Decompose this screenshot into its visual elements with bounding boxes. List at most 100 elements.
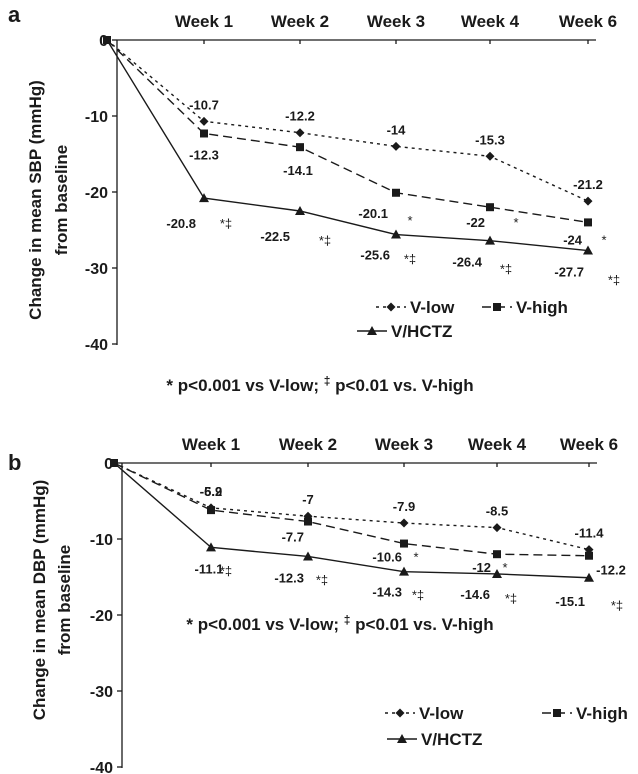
y-axis-label-line2: from baseline <box>55 545 74 656</box>
significance-mark: *‡ <box>611 598 623 613</box>
data-point <box>485 151 495 161</box>
footnote-dagger: ‡ <box>344 613 351 627</box>
series-V-high: -6.2 -7.7 -10.6 * -12 * -12.2 <box>113 462 626 578</box>
data-label: -24 <box>563 232 583 247</box>
significance-mark: *‡ <box>500 262 512 277</box>
legend-label: V/HCTZ <box>421 730 482 749</box>
data-label: -6.2 <box>200 484 222 499</box>
data-point <box>583 245 593 255</box>
y-tick-label: -10 <box>90 532 113 549</box>
series-line <box>106 39 589 224</box>
data-label: -7.7 <box>282 530 304 545</box>
x-tick-label: Week 3 <box>367 12 425 31</box>
x-tick-label: Week 4 <box>468 435 527 454</box>
legend-label: V-high <box>576 704 628 723</box>
legend-item: V-low <box>376 298 455 317</box>
footnote: * p<0.001 vs V-low; ‡ p<0.01 vs. V-high <box>166 374 473 395</box>
series-V-low: -5.9 -7 -7.9 -8.5 -11.4 <box>110 459 605 555</box>
data-label: -8.5 <box>486 504 508 519</box>
x-tick-label: Week 2 <box>271 12 329 31</box>
y-tick-label: -20 <box>85 185 108 202</box>
y-tick-label: -40 <box>90 760 113 774</box>
legend-item: V-low <box>385 704 464 723</box>
legend-item: V/HCTZ <box>357 322 452 341</box>
significance-mark: *‡ <box>220 563 232 578</box>
legend: V-low V-high V/HCTZ <box>385 704 628 749</box>
series-line <box>106 39 589 252</box>
data-point <box>303 551 313 561</box>
data-label: -10.6 <box>372 550 402 565</box>
data-label: -12.3 <box>189 147 219 162</box>
series-V-low: -10.7 -12.2 -14 -15.3 -21.2 <box>103 36 603 206</box>
data-point <box>391 141 401 151</box>
significance-mark: * <box>413 550 418 565</box>
data-point <box>585 551 593 560</box>
x-tick-label: Week 6 <box>559 12 617 31</box>
y-tick-label: -30 <box>85 261 108 278</box>
data-point <box>485 235 495 245</box>
series-line <box>113 462 590 557</box>
series-line <box>106 39 589 202</box>
legend-label: V-low <box>410 298 455 317</box>
footnote-part: * p<0.001 vs V-low; <box>186 615 343 634</box>
significance-mark: *‡ <box>220 216 232 231</box>
data-point <box>486 203 494 212</box>
data-label: -12.2 <box>596 563 626 578</box>
data-label: -7.9 <box>393 499 415 514</box>
data-point <box>492 568 502 578</box>
data-label: -5.9 <box>200 484 222 499</box>
data-point <box>200 129 208 138</box>
legend: V-low V-high V/HCTZ <box>357 298 568 341</box>
footnote-dagger: ‡ <box>324 374 331 388</box>
data-label: -27.7 <box>554 265 584 280</box>
data-point <box>400 539 408 548</box>
footnote-part: p<0.01 vs. V-high <box>350 615 493 634</box>
significance-mark: *‡ <box>608 273 620 288</box>
significance-mark: * <box>601 232 606 247</box>
legend-marker <box>395 708 405 718</box>
series-V/HCTZ: -11.1*‡ -12.3 *‡-14.3 *‡ -14.6 *‡ -15.1 *‡ <box>113 462 623 613</box>
data-point <box>492 523 502 533</box>
data-label: -7 <box>302 492 314 507</box>
series-line <box>113 462 590 579</box>
significance-mark: *‡ <box>412 588 424 603</box>
data-point <box>399 518 409 528</box>
data-label: -20.1 <box>358 206 388 221</box>
data-point <box>206 542 216 552</box>
footnote-part: p<0.01 vs. V-high <box>330 376 473 395</box>
legend-label: V-high <box>516 298 568 317</box>
series-V/HCTZ: -20.8 *‡ -22.5 *‡ -25.6 *‡ -26.4 *‡ -27.7 *‡ <box>106 39 620 288</box>
panel-b: b Week 1 Week 2 Week 3 Week 4 Week 6 0 -10 -20 -3… <box>8 435 628 774</box>
x-tick-label: Week 4 <box>461 12 520 31</box>
data-point <box>295 206 305 215</box>
data-label: -15.3 <box>475 132 505 147</box>
legend-marker <box>367 326 377 335</box>
x-tick-label: Week 3 <box>375 435 433 454</box>
footnote: * p<0.001 vs V-low; ‡ p<0.01 vs. V-high <box>186 613 493 634</box>
series-line <box>113 462 590 551</box>
significance-mark: *‡ <box>505 591 517 606</box>
data-point <box>392 188 400 197</box>
panel-letter: a <box>8 2 21 27</box>
data-label: -26.4 <box>452 255 482 270</box>
legend-label: V/HCTZ <box>391 322 452 341</box>
y-tick-label: -20 <box>90 608 113 625</box>
y-axis-label-line2: from baseline <box>52 145 71 256</box>
data-label: -11.4 <box>575 526 605 541</box>
significance-mark: *‡ <box>319 233 331 248</box>
footnote-part: * p<0.001 vs V-low; <box>166 376 323 395</box>
significance-mark: *‡ <box>404 252 416 267</box>
data-point <box>199 116 209 126</box>
data-label: -14.3 <box>372 585 402 600</box>
data-point <box>295 128 305 138</box>
x-tick-label: Week 1 <box>175 12 233 31</box>
data-point <box>399 566 409 576</box>
data-point <box>493 550 501 559</box>
legend-label: V-low <box>419 704 464 723</box>
data-point <box>304 517 312 526</box>
data-point <box>207 506 215 515</box>
legend-item: V-high <box>542 704 628 723</box>
data-label: -20.8 <box>166 216 196 231</box>
data-label: -10.7 <box>189 97 219 112</box>
